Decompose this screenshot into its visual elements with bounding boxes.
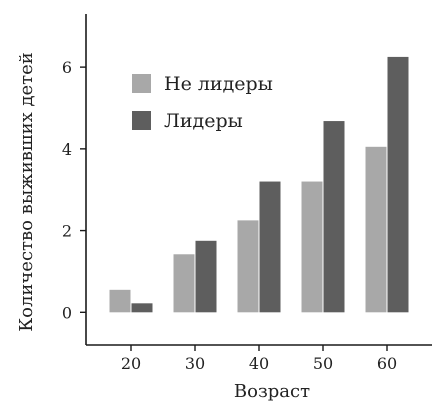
bar [323, 121, 345, 313]
bar [131, 303, 153, 313]
bar [173, 254, 195, 313]
x-tick-label: 20 [121, 354, 141, 373]
bar [365, 146, 387, 313]
bar [109, 289, 131, 313]
bar [195, 240, 217, 313]
x-tick-label: 50 [313, 354, 333, 373]
y-tick-label: 2 [62, 222, 72, 241]
plot-area: 0 2 4 6 20 30 40 50 60 [62, 14, 432, 373]
legend: Не лидеры Лидеры [132, 73, 273, 132]
bar [301, 181, 323, 313]
bar [387, 56, 409, 313]
x-tick-label: 30 [185, 354, 205, 373]
bar [237, 220, 259, 313]
x-tick-label: 60 [377, 354, 397, 373]
legend-swatch [132, 111, 151, 130]
y-tick-label: 0 [62, 303, 72, 322]
legend-swatch [132, 74, 151, 93]
x-tick-label: 40 [249, 354, 269, 373]
y-tick-label: 6 [62, 58, 72, 77]
y-tick-label: 4 [62, 140, 72, 159]
y-axis-label: Количество выживших детей [16, 52, 37, 332]
legend-label: Лидеры [164, 110, 243, 132]
x-axis-label: Возраст [234, 381, 310, 402]
legend-label: Не лидеры [164, 73, 273, 95]
bar [259, 181, 281, 313]
